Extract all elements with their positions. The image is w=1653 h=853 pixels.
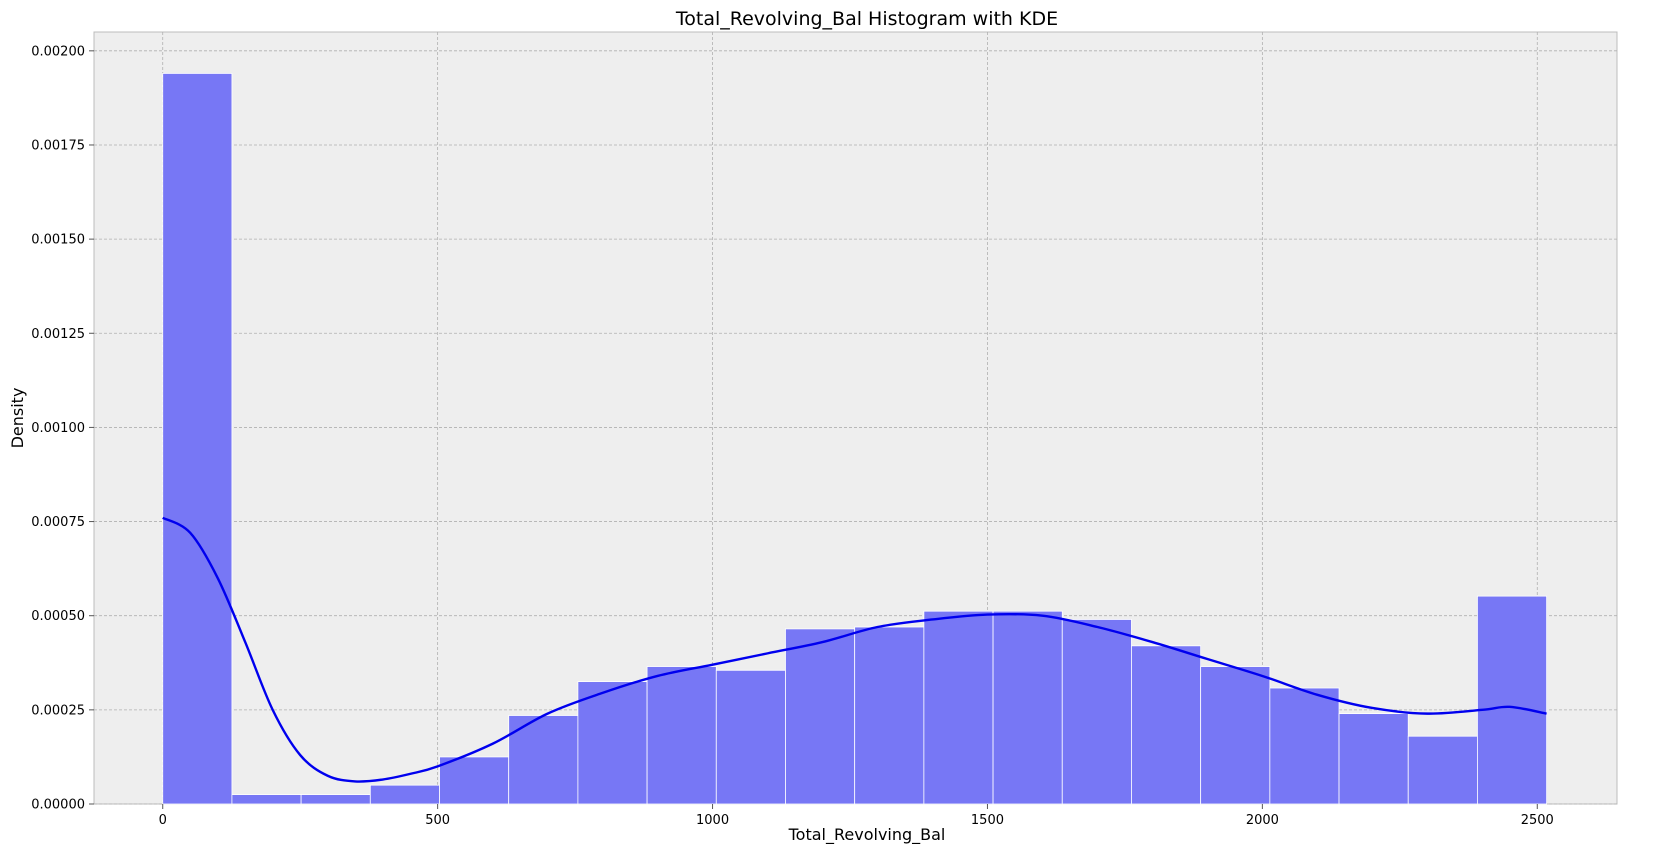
histogram-bar-10 [854, 626, 925, 805]
x-tick-label-4: 2000 [1246, 813, 1279, 828]
y-tick-label-7: 0.00175 [31, 138, 85, 153]
histogram-bar-1 [231, 794, 302, 805]
histogram-bar-13 [1061, 619, 1132, 805]
histogram-bar-17 [1338, 713, 1409, 805]
histogram-bar-4 [439, 756, 510, 805]
histogram-bar-3 [369, 784, 440, 805]
histogram-bar-8 [715, 669, 786, 805]
kde-line [162, 516, 1547, 783]
histogram-bar-16 [1269, 687, 1340, 805]
x-tick-label-3: 1500 [971, 813, 1004, 828]
chart-title: Total_Revolving_Bal Histogram with KDE [675, 8, 1058, 30]
kde-curve-group [162, 516, 1547, 783]
histogram-bar-19 [1477, 595, 1548, 805]
histogram-bar-11 [923, 610, 994, 805]
y-tick-label-4: 0.00100 [31, 421, 85, 436]
histogram-bar-18 [1407, 735, 1478, 805]
y-axis-ticks: 0.00000 0.00025 0.00050 0.00075 0.00100 0.001… [31, 44, 94, 813]
histogram-bar-15 [1200, 666, 1271, 805]
x-axis-label: Total_Revolving_Bal [788, 825, 946, 845]
histogram-bar-2 [300, 794, 371, 805]
y-tick-label-8: 0.00200 [31, 44, 85, 59]
x-tick-label-2: 1000 [696, 813, 729, 828]
histogram-bar-14 [1131, 645, 1202, 805]
x-tick-label-5: 2500 [1521, 813, 1554, 828]
y-tick-label-2: 0.00050 [31, 609, 85, 624]
histogram-bar-9 [785, 628, 856, 805]
y-axis-label: Density [8, 388, 27, 449]
histogram-bar-0 [162, 73, 233, 805]
histogram-bars [162, 73, 1548, 805]
y-tick-label-1: 0.00025 [31, 703, 85, 718]
histogram-bar-7 [646, 666, 717, 805]
y-tick-label-6: 0.00150 [31, 233, 85, 248]
y-tick-label-0: 0.00000 [31, 798, 85, 813]
x-tick-label-1: 500 [425, 813, 450, 828]
y-tick-label-3: 0.00075 [31, 515, 85, 530]
y-tick-label-5: 0.00125 [31, 327, 85, 342]
histogram-bar-6 [577, 681, 648, 805]
x-tick-label-0: 0 [159, 813, 167, 828]
x-axis-ticks: 0 500 1000 1500 2000 2500 [159, 804, 1554, 828]
histogram-bar-5 [508, 715, 579, 805]
histogram-bar-12 [992, 610, 1063, 805]
